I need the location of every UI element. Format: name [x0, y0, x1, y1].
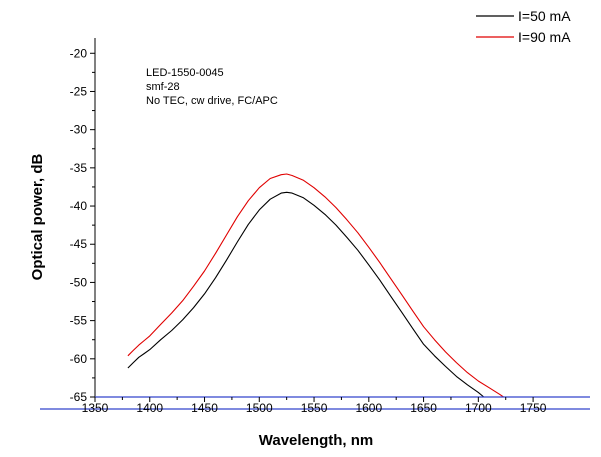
- x-tick-label: 1550: [301, 401, 328, 415]
- y-tick-label: -35: [70, 161, 88, 175]
- axes: -65 -60 -55 -50 -45 -40 -35 -30 -25 -20 1350 1400 14…: [40, 38, 590, 415]
- x-axis-title: Wavelength, nm: [259, 432, 373, 449]
- x-tick-label: 1500: [246, 401, 273, 415]
- annotation-line-1: LED-1550-0045: [146, 67, 224, 79]
- series-line-50ma: [127, 191, 485, 398]
- y-tick-label: -40: [70, 199, 88, 213]
- legend-label-50ma: I=50 mA: [518, 8, 571, 24]
- x-tick-label: 1600: [355, 401, 382, 415]
- plot-area: [127, 173, 504, 398]
- y-tick-label: -55: [70, 314, 88, 328]
- y-axis-title: Optical power, dB: [29, 153, 46, 280]
- y-tick-label: -20: [70, 46, 88, 60]
- y-tick-label: -30: [70, 123, 88, 137]
- annotation-line-2: smf-28: [146, 81, 180, 93]
- x-tick-label: 1650: [410, 401, 437, 415]
- x-tick-label: 1750: [520, 401, 547, 415]
- annotation-line-3: No TEC, cw drive, FC/APC: [146, 95, 278, 107]
- y-tick-label: -65: [70, 390, 88, 404]
- legend-label-90ma: I=90 mA: [518, 29, 571, 45]
- y-tick-label: -45: [70, 237, 88, 251]
- x-tick-label: 1450: [191, 401, 218, 415]
- x-tick-label: 1400: [136, 401, 163, 415]
- x-tick-label: 1700: [465, 401, 492, 415]
- y-tick-label: -60: [70, 352, 88, 366]
- x-tick-label: 1350: [82, 401, 109, 415]
- legend: I=50 mA I=90 mA: [476, 8, 571, 45]
- y-tick-label: -50: [70, 275, 88, 289]
- y-tick-label: -25: [70, 84, 88, 98]
- series-line-90ma: [127, 173, 504, 398]
